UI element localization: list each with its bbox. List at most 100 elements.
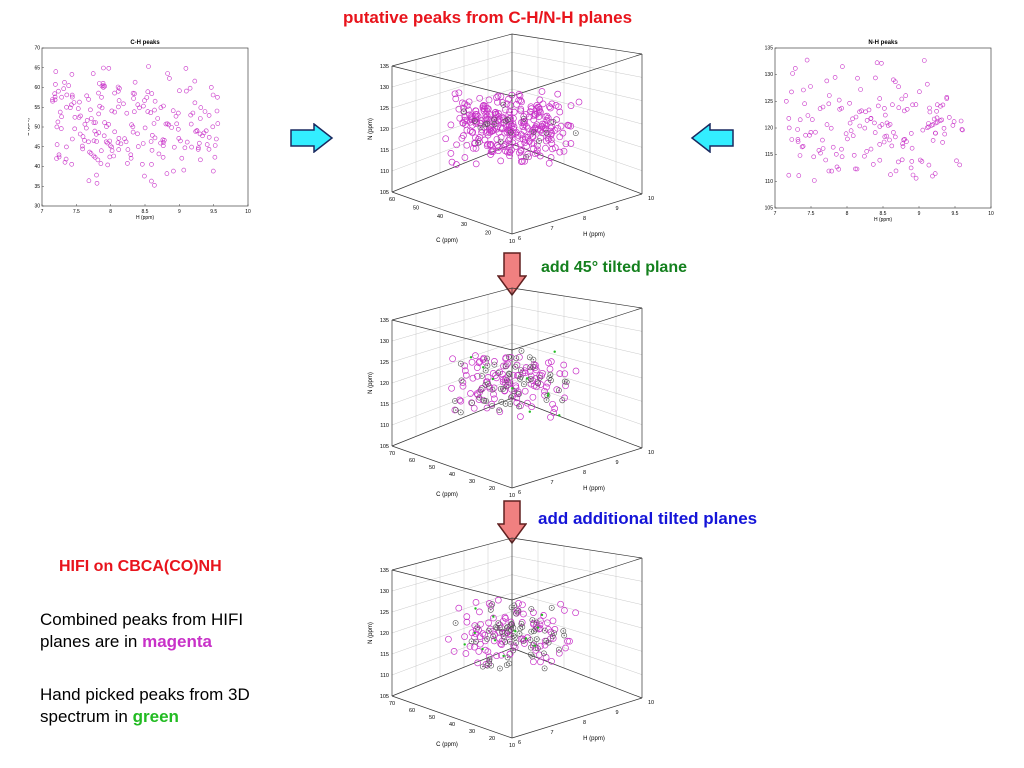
y-tick-label: 30	[34, 204, 40, 210]
peak-point	[883, 112, 888, 118]
peak-point	[61, 86, 67, 92]
peak-point	[804, 57, 810, 63]
peak-point	[485, 627, 492, 634]
peak-point	[521, 387, 529, 395]
peak-point	[145, 109, 151, 114]
peak-point	[545, 359, 552, 367]
peak-point	[198, 116, 203, 121]
peak-point	[490, 609, 492, 611]
peak-point	[511, 388, 518, 395]
peak-point	[86, 139, 91, 145]
peak-point	[50, 97, 55, 102]
peak-point	[486, 638, 488, 640]
step-label-tilted-plane: add 45° tilted plane	[541, 259, 687, 276]
peak-point	[521, 157, 528, 165]
peak-point	[552, 102, 560, 109]
peak-point	[470, 404, 478, 412]
peak-point	[513, 640, 519, 646]
peak-point	[504, 654, 511, 661]
peak-point	[511, 623, 513, 626]
peak-point	[512, 627, 514, 629]
peak-point	[491, 361, 498, 368]
peak-point	[550, 379, 552, 381]
peak-point	[521, 139, 529, 147]
peak-point	[161, 103, 166, 109]
peak-point	[832, 75, 838, 80]
peak-point	[161, 143, 166, 148]
peak-point	[491, 603, 493, 605]
peak-point	[79, 143, 85, 149]
peak-point	[209, 85, 214, 90]
peak-point	[188, 121, 194, 127]
peak-point	[164, 171, 170, 176]
peak-point	[553, 386, 561, 393]
peak-point	[850, 133, 856, 138]
peak-point	[546, 365, 554, 373]
peak-point	[796, 173, 802, 178]
y-tick-label: 65	[34, 65, 40, 71]
y-tick-label: 6	[518, 740, 521, 746]
peak-point	[214, 136, 219, 142]
peak-point	[194, 128, 200, 134]
peak-point	[508, 394, 514, 401]
peak-point	[528, 606, 535, 612]
peak-point	[491, 405, 493, 407]
peak-point	[166, 122, 172, 128]
peak-point	[532, 644, 539, 651]
peak-point	[169, 125, 174, 130]
peak-point	[559, 397, 566, 404]
peak-point	[547, 377, 554, 384]
peak-point	[493, 363, 496, 366]
y-tick-label: 9	[616, 710, 619, 716]
peak-point	[834, 152, 839, 157]
peak-point	[484, 355, 490, 362]
peak-point	[478, 384, 486, 392]
peak-point	[564, 121, 572, 129]
peak-point	[505, 122, 513, 130]
peak-point	[518, 393, 520, 395]
peak-point	[504, 641, 506, 643]
peak-point	[909, 131, 914, 136]
y-tick-label: 6	[518, 236, 521, 242]
peak-point	[557, 600, 564, 608]
peak-point	[212, 143, 218, 148]
peak-point	[193, 129, 198, 134]
peak-point	[868, 116, 874, 121]
z-tick-label: 110	[380, 673, 389, 679]
peak-point	[492, 635, 494, 637]
peak-point	[505, 385, 508, 388]
peak-point	[165, 71, 170, 76]
x-tick-label: 10	[509, 239, 515, 245]
peak-point	[509, 129, 517, 137]
peak-point	[493, 123, 496, 126]
peak-point	[902, 108, 907, 114]
cube-edge	[511, 557, 643, 601]
peak-point	[480, 389, 482, 391]
peak-point	[472, 160, 480, 168]
peak-point	[499, 371, 506, 378]
peak-point	[534, 146, 541, 154]
peak-point	[562, 382, 569, 390]
peak-point	[445, 635, 452, 643]
peak-point	[98, 161, 104, 166]
y-tick-label: 125	[765, 99, 774, 105]
peak-point	[508, 373, 511, 375]
peak-point	[99, 105, 105, 111]
peak-point	[554, 90, 562, 98]
peak-point	[843, 131, 849, 136]
peak-point	[913, 102, 919, 107]
peak-point	[474, 120, 476, 122]
x-tick-label: 70	[389, 451, 395, 457]
peak-point	[442, 135, 450, 143]
peak-point	[77, 131, 83, 137]
peak-point	[900, 141, 905, 146]
peak-point	[541, 387, 548, 395]
peak-point	[476, 134, 483, 141]
peak-point	[513, 399, 521, 407]
peak-point	[797, 117, 803, 122]
grid-line	[511, 88, 643, 125]
peak-point	[520, 381, 527, 388]
peak-point	[958, 118, 964, 124]
x-tick-label: 10	[509, 493, 515, 499]
peak-point	[112, 109, 117, 115]
